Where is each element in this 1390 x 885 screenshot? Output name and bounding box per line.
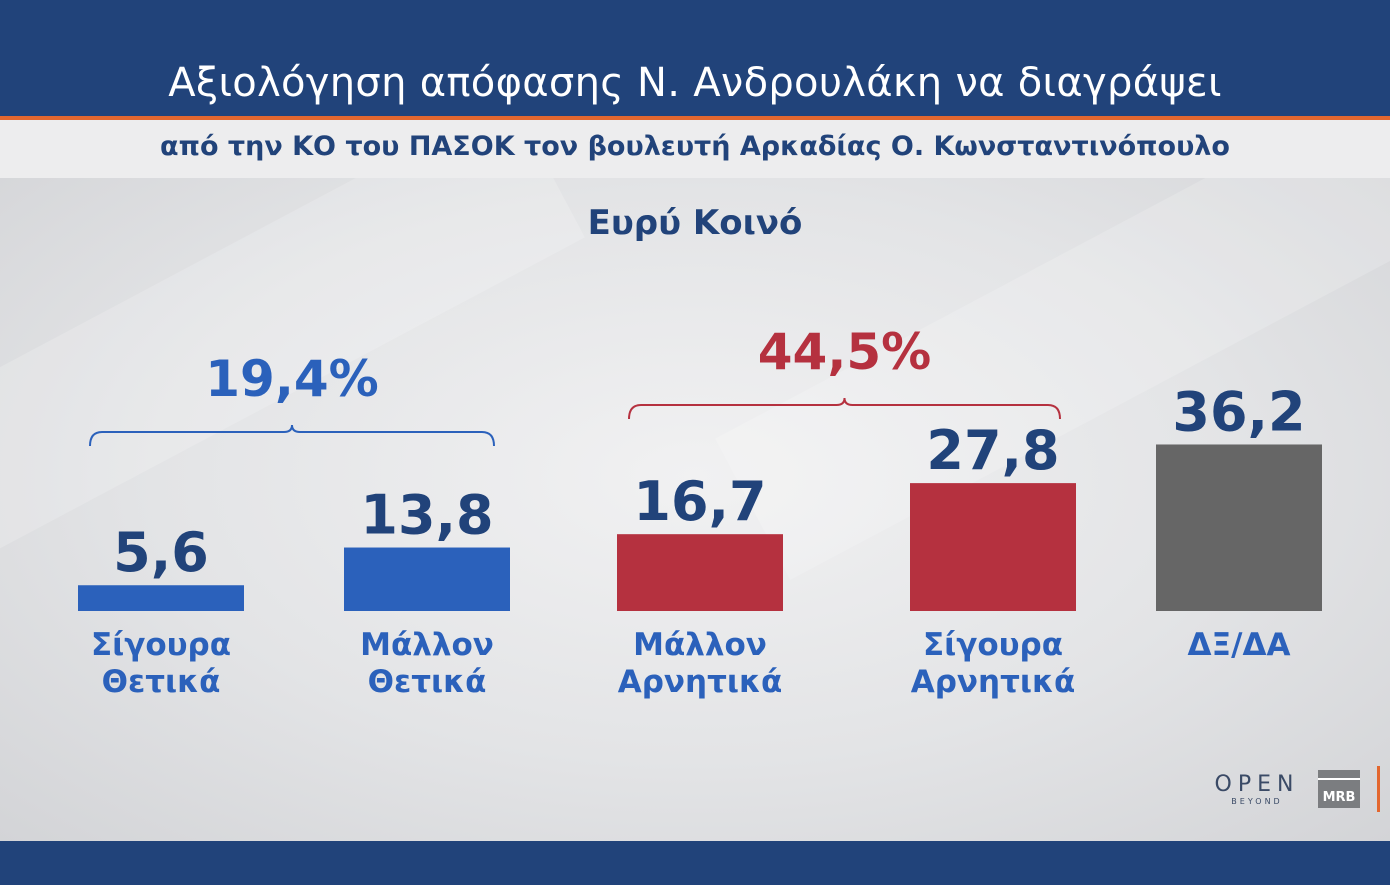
bar-2: [344, 547, 510, 611]
value-label-4: 27,8: [926, 419, 1059, 482]
open-logo-tagline: BEYOND: [1231, 797, 1283, 806]
group-total-label-2: 44,5%: [758, 323, 931, 381]
value-label-3: 16,7: [633, 470, 766, 533]
category-label-5-line-1: ΔΞ/ΔΑ: [1188, 627, 1291, 663]
value-label-5: 36,2: [1172, 380, 1305, 443]
bar-4: [910, 483, 1076, 611]
bar-1: [78, 585, 244, 611]
subtitle-band: [0, 120, 1390, 178]
category-label-1-line-1: Σίγουρα: [91, 627, 231, 663]
accent-line: [0, 116, 1390, 120]
chart-title: Ευρύ Κοινό: [587, 203, 803, 243]
category-label-1-line-2: Θετικά: [102, 664, 221, 700]
value-label-1: 5,6: [113, 521, 209, 584]
value-label-2: 13,8: [360, 484, 493, 547]
page-title: Αξιολόγηση απόφασης Ν. Ανδρουλάκη να δια…: [168, 60, 1222, 106]
group-total-label-1: 19,4%: [205, 350, 378, 408]
bar-5: [1156, 444, 1322, 611]
category-label-4-line-2: Αρνητικά: [911, 664, 1076, 700]
category-label-3-line-1: Μάλλον: [633, 627, 767, 663]
footer-band: [0, 841, 1390, 885]
category-label-2-line-2: Θετικά: [368, 664, 487, 700]
category-label-3-line-2: Αρνητικά: [618, 664, 783, 700]
page-subtitle: από την ΚΟ του ΠΑΣΟΚ τον βουλευτή Αρκαδί…: [160, 131, 1230, 162]
category-label-2-line-1: Μάλλον: [360, 627, 494, 663]
logo-separator: [1377, 766, 1380, 812]
category-label-4-line-1: Σίγουρα: [923, 627, 1063, 663]
group-bracket-2: [628, 397, 1061, 420]
mrb-logo: MRB: [1318, 770, 1360, 808]
open-logo: OPEN: [1214, 772, 1300, 797]
group-bracket-1: [89, 424, 495, 447]
header-band: [0, 0, 1390, 116]
bar-3: [617, 534, 783, 611]
